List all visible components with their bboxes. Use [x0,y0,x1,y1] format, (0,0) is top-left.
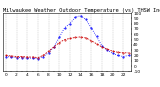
Text: Milwaukee Weather Outdoor Temperature (vs) THSW Index per Hour (Last 24 Hours): Milwaukee Weather Outdoor Temperature (v… [3,8,160,13]
